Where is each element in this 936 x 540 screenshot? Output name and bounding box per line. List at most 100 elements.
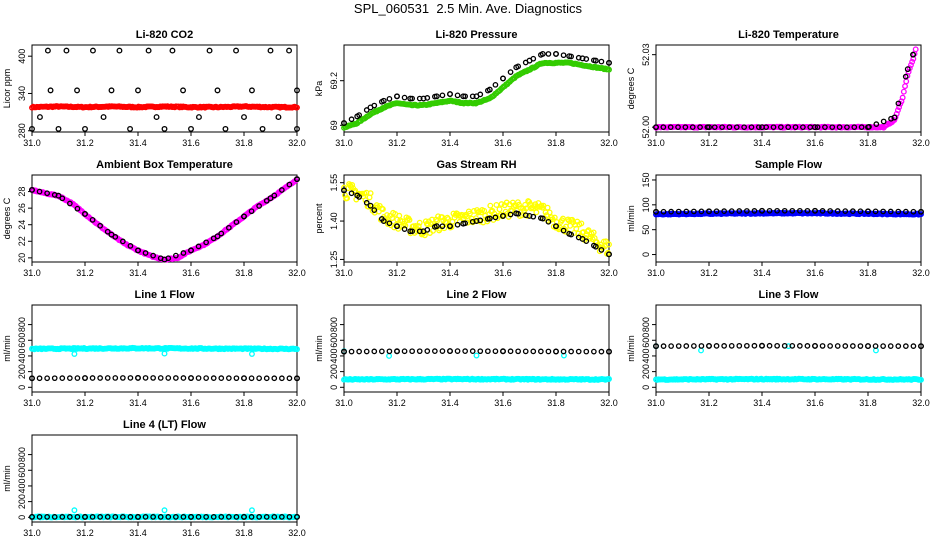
x-tick-label: 32.0: [288, 268, 306, 278]
chart-panel-6: Sample Flow 31.0 31.2 31.4 31.6 31.8 32.0 0 50 10…: [626, 159, 930, 278]
x-tick-label: 31.6: [494, 398, 512, 408]
data-point: [492, 81, 499, 88]
data-point: [356, 194, 362, 200]
data-point: [903, 208, 909, 215]
data-point: [263, 375, 270, 382]
data-point: [341, 120, 347, 126]
data-point: [44, 190, 50, 197]
data-point: [797, 207, 803, 214]
x-tick-label: 31.6: [806, 398, 824, 408]
data-point: [379, 348, 385, 355]
data-point: [865, 343, 871, 349]
figure-title: SPL_060531 2.5 Min. Ave. Diagnostics: [353, 1, 583, 16]
data-point: [120, 238, 126, 245]
data-point: [792, 124, 799, 131]
data-point: [880, 118, 887, 125]
data-point: [469, 218, 476, 225]
data-point: [165, 375, 172, 381]
data-point: [918, 343, 924, 349]
x-tick-label: 32.0: [912, 138, 930, 148]
y-tick-label: 280: [17, 123, 27, 138]
data-point: [485, 348, 491, 355]
data-point: [44, 375, 50, 382]
data-point: [496, 206, 503, 213]
data-point: [500, 348, 506, 355]
data-point: [180, 514, 187, 520]
data-point: [902, 83, 908, 90]
data-point: [560, 215, 566, 222]
y-tick-label: 400: [641, 348, 651, 363]
data-point: [834, 208, 841, 214]
data-point: [349, 182, 356, 188]
data-point: [675, 343, 682, 349]
y-tick-label: 50: [641, 225, 651, 235]
data-point: [900, 88, 907, 95]
data-point: [271, 375, 278, 382]
data-point: [485, 216, 491, 222]
data-point: [675, 124, 681, 131]
data-point: [462, 93, 468, 100]
data-point: [578, 220, 585, 227]
data-point: [836, 124, 843, 131]
x-tick-label: 31.4: [753, 268, 771, 278]
data-point: [407, 228, 414, 235]
x-tick-label: 31.4: [441, 138, 459, 148]
series-1: [29, 103, 300, 111]
data-point: [127, 514, 134, 520]
data-point: [203, 375, 209, 381]
data-point: [356, 348, 362, 355]
data-point: [706, 208, 712, 215]
series-1: [29, 344, 300, 357]
y-tick-label: 400: [17, 348, 27, 363]
data-point: [294, 375, 300, 382]
data-point: [789, 342, 796, 349]
x-tick-label: 32.0: [912, 268, 930, 278]
data-point: [689, 124, 696, 131]
x-tick-label: 31.4: [753, 398, 771, 408]
x-tick-label: 31.0: [23, 398, 41, 408]
plot-frame: [343, 44, 610, 133]
data-point: [51, 514, 58, 520]
data-point: [719, 124, 725, 131]
data-point: [822, 124, 828, 131]
data-point: [74, 514, 81, 520]
data-point: [173, 514, 179, 520]
data-point: [668, 208, 674, 215]
data-point: [872, 343, 879, 349]
data-point: [602, 238, 609, 245]
y-tick-label: 600: [17, 333, 27, 348]
y-tick-label: 52.03: [641, 43, 651, 66]
data-point: [551, 214, 558, 221]
outlier-point: [71, 351, 78, 357]
data-point: [785, 124, 792, 131]
data-point: [751, 208, 758, 214]
data-point: [150, 252, 156, 259]
data-point: [606, 376, 612, 382]
data-point: [903, 343, 909, 349]
x-tick-label: 31.4: [441, 398, 459, 408]
data-point: [120, 514, 126, 520]
data-point: [462, 220, 468, 227]
data-point: [728, 208, 735, 214]
data-point: [544, 204, 551, 211]
data-point: [447, 91, 453, 97]
data-point: [895, 100, 902, 107]
data-point: [910, 343, 917, 349]
y-tick-label: 20: [17, 253, 27, 263]
panel-title: Line 1 Flow: [135, 289, 195, 301]
data-point: [286, 514, 293, 520]
data-point: [263, 514, 270, 520]
x-tick-label: 31.2: [388, 268, 406, 278]
data-point: [188, 514, 194, 520]
data-point: [36, 188, 43, 195]
data-point: [462, 348, 468, 354]
x-tick-label: 31.6: [494, 138, 512, 148]
data-point: [394, 223, 400, 230]
data-point: [691, 343, 697, 349]
data-point: [660, 343, 667, 349]
data-point: [827, 343, 833, 349]
x-tick-label: 31.2: [700, 268, 718, 278]
data-point: [500, 213, 506, 219]
series-2: [29, 176, 300, 263]
